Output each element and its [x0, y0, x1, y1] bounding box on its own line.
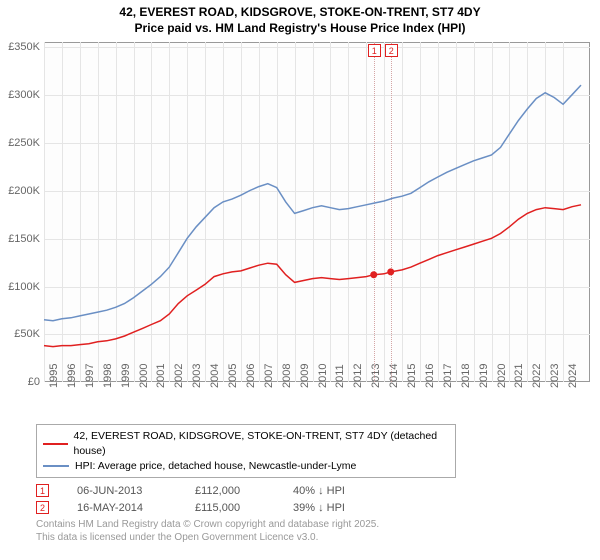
copyright: Contains HM Land Registry data © Crown c…	[36, 518, 592, 544]
chart-title: 42, EVEREST ROAD, KIDSGROVE, STOKE-ON-TR…	[8, 4, 592, 36]
sale-point	[387, 269, 394, 276]
tx-price: £115,000	[195, 502, 265, 514]
transaction-row: 2 16-MAY-2014 £115,000 39% ↓ HPI	[36, 501, 592, 514]
tx-marker: 1	[36, 484, 49, 497]
plot-svg	[8, 40, 590, 382]
copyright-line2: This data is licensed under the Open Gov…	[36, 531, 592, 544]
event-marker: 1	[368, 44, 381, 57]
transactions: 1 06-JUN-2013 £112,000 40% ↓ HPI 2 16-MAY-201…	[36, 484, 592, 514]
tx-date: 06-JUN-2013	[77, 485, 167, 497]
legend-row-price: 42, EVEREST ROAD, KIDSGROVE, STOKE-ON-TR…	[43, 429, 449, 458]
tx-delta: 39% ↓ HPI	[293, 502, 373, 514]
legend-row-hpi: HPI: Average price, detached house, Newc…	[43, 459, 449, 474]
legend: 42, EVEREST ROAD, KIDSGROVE, STOKE-ON-TR…	[36, 424, 456, 478]
legend-label-price: 42, EVEREST ROAD, KIDSGROVE, STOKE-ON-TR…	[74, 429, 450, 458]
event-marker: 2	[385, 44, 398, 57]
tx-delta: 40% ↓ HPI	[293, 485, 373, 497]
title-line1: 42, EVEREST ROAD, KIDSGROVE, STOKE-ON-TR…	[8, 4, 592, 20]
tx-marker: 2	[36, 501, 49, 514]
copyright-line1: Contains HM Land Registry data © Crown c…	[36, 518, 592, 531]
legend-swatch-hpi	[43, 465, 69, 467]
title-line2: Price paid vs. HM Land Registry's House …	[8, 20, 592, 36]
chart-area: £0£50K£100K£150K£200K£250K£300K£350K1995…	[8, 40, 592, 420]
series-price_paid	[44, 205, 581, 347]
legend-swatch-price	[43, 443, 68, 445]
tx-date: 16-MAY-2014	[77, 502, 167, 514]
series-hpi	[44, 85, 581, 321]
tx-price: £112,000	[195, 485, 265, 497]
sale-point	[370, 272, 377, 279]
transaction-row: 1 06-JUN-2013 £112,000 40% ↓ HPI	[36, 484, 592, 497]
legend-label-hpi: HPI: Average price, detached house, Newc…	[75, 459, 356, 474]
